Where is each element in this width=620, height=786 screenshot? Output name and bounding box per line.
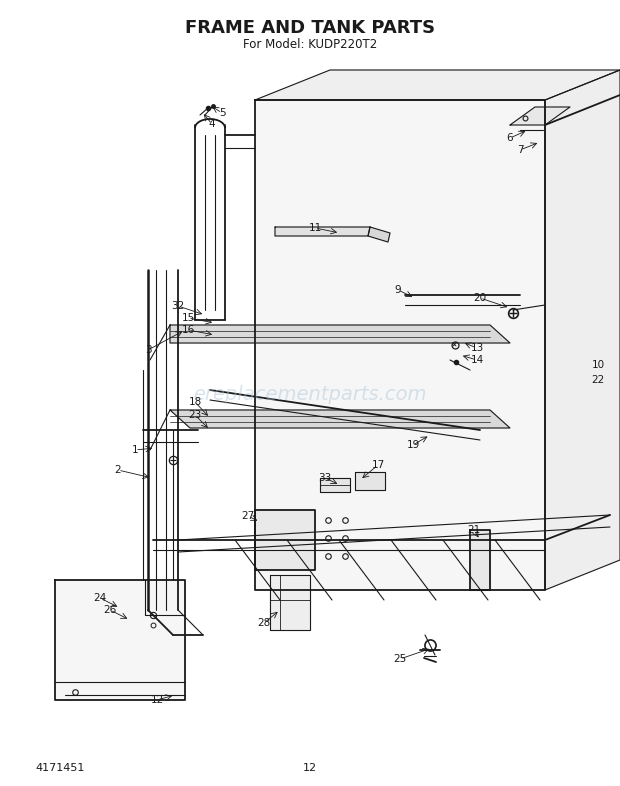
Text: 2: 2 <box>115 465 122 475</box>
Text: For Model: KUDP220T2: For Model: KUDP220T2 <box>243 39 377 52</box>
Text: 21: 21 <box>467 525 481 535</box>
Text: 26: 26 <box>104 605 117 615</box>
Text: 23: 23 <box>188 410 202 420</box>
Polygon shape <box>270 575 310 630</box>
Text: 6: 6 <box>507 133 513 143</box>
Text: 7: 7 <box>516 145 523 155</box>
Text: 3: 3 <box>144 345 151 355</box>
Text: 33: 33 <box>319 473 332 483</box>
Polygon shape <box>355 472 385 490</box>
Polygon shape <box>320 478 350 492</box>
Text: 4: 4 <box>209 119 215 129</box>
Text: 25: 25 <box>393 654 407 664</box>
Polygon shape <box>170 325 510 343</box>
Text: 16: 16 <box>182 325 195 335</box>
Polygon shape <box>368 227 390 242</box>
Polygon shape <box>255 510 315 570</box>
Text: 12: 12 <box>151 695 164 705</box>
Text: 24: 24 <box>94 593 107 603</box>
Text: 20: 20 <box>474 293 487 303</box>
Text: 27: 27 <box>241 511 255 521</box>
Text: 22: 22 <box>591 375 604 385</box>
Text: 14: 14 <box>471 355 484 365</box>
Text: 28: 28 <box>257 618 270 628</box>
Polygon shape <box>470 530 490 590</box>
Text: FRAME AND TANK PARTS: FRAME AND TANK PARTS <box>185 19 435 37</box>
Polygon shape <box>170 410 510 428</box>
Text: 15: 15 <box>182 313 195 323</box>
Text: 4171451: 4171451 <box>35 763 84 773</box>
Text: 17: 17 <box>371 460 384 470</box>
Text: 11: 11 <box>308 223 322 233</box>
Polygon shape <box>510 107 570 125</box>
Polygon shape <box>545 70 620 590</box>
Text: 13: 13 <box>471 343 484 353</box>
Text: ereplacementparts.com: ereplacementparts.com <box>193 385 427 405</box>
Polygon shape <box>55 580 185 700</box>
Text: 18: 18 <box>188 397 202 407</box>
Text: 5: 5 <box>219 108 225 118</box>
Text: 12: 12 <box>303 763 317 773</box>
Text: 10: 10 <box>591 360 604 370</box>
Text: 32: 32 <box>171 301 185 311</box>
Polygon shape <box>275 227 370 236</box>
Text: 9: 9 <box>395 285 401 295</box>
Polygon shape <box>255 100 545 590</box>
Text: 19: 19 <box>406 440 420 450</box>
Polygon shape <box>255 70 620 100</box>
Text: 1: 1 <box>131 445 138 455</box>
